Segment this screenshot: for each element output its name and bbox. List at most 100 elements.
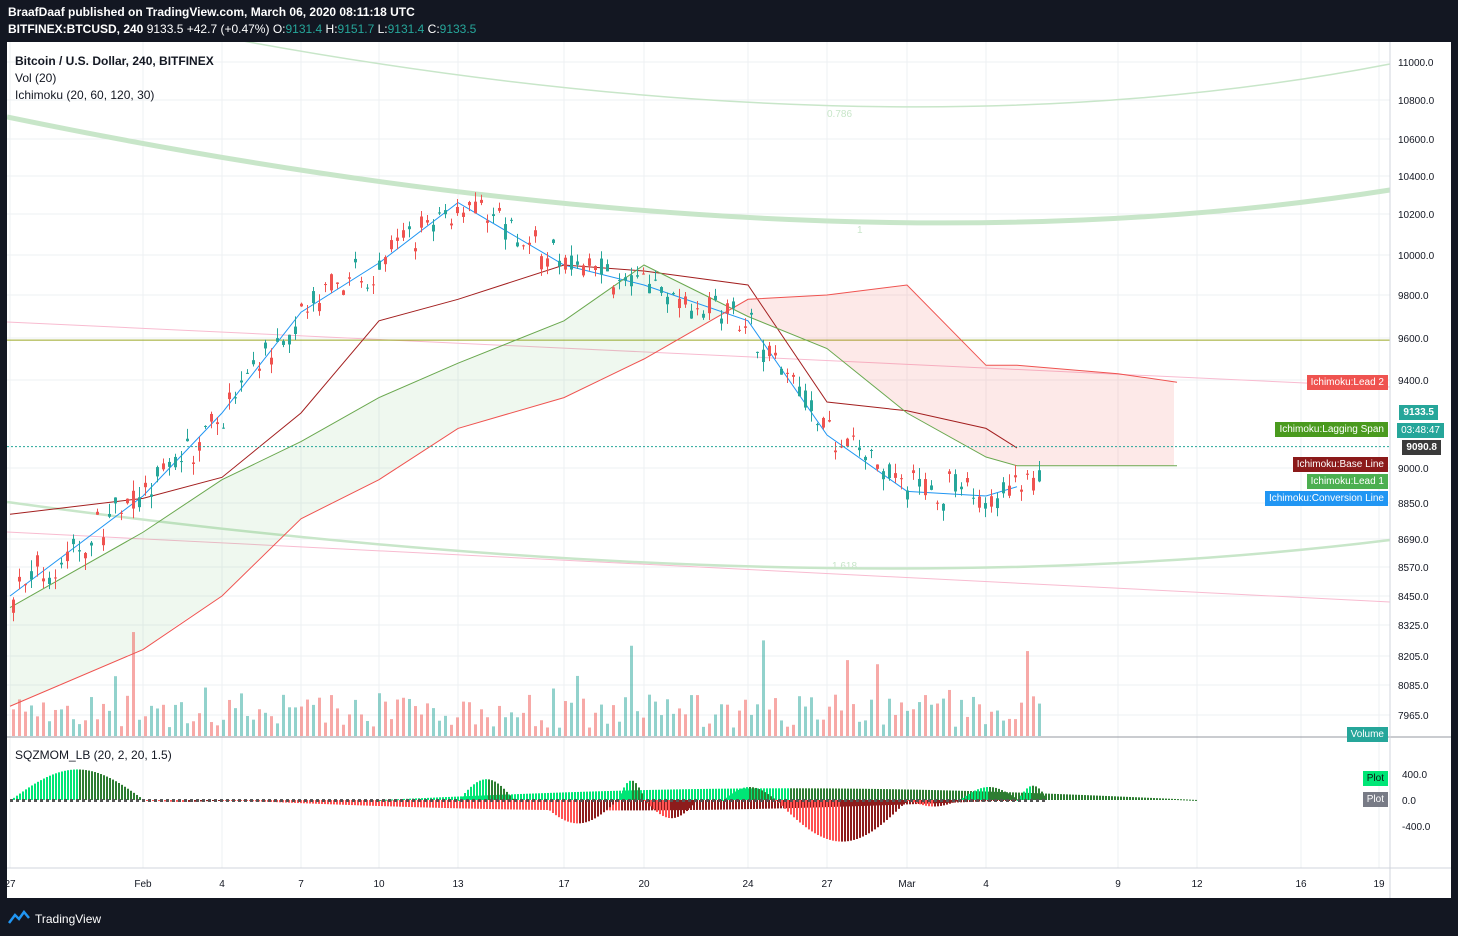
volume-bar [474, 724, 477, 736]
squeeze-dot [736, 799, 739, 802]
tradingview-brand[interactable]: TradingView [8, 909, 101, 927]
osc-bar [862, 800, 864, 837]
squeeze-dot [670, 799, 673, 802]
date-axis-label: 27 [821, 879, 833, 890]
volume-bar [534, 726, 537, 736]
squeeze-dot [268, 799, 271, 802]
squeeze-dot [16, 799, 19, 802]
volume-bar [24, 711, 27, 736]
candle-body [144, 482, 147, 488]
osc-bar [1090, 795, 1092, 800]
osc-bar [85, 770, 87, 800]
osc-bar [444, 800, 446, 808]
osc-bar [486, 800, 488, 809]
osc-bar [430, 797, 432, 800]
candle-body [84, 552, 87, 559]
squeeze-dot [1000, 799, 1003, 802]
squeeze-dot [976, 799, 979, 802]
squeeze-dot [394, 799, 397, 802]
date-axis-label: 13 [452, 879, 464, 890]
osc-bar [136, 794, 138, 800]
osc-bar [1032, 785, 1034, 800]
osc-bar [826, 788, 828, 800]
osc-bar [504, 800, 506, 810]
price-axis-label: 8085.0 [1398, 681, 1429, 692]
candle-body [414, 248, 417, 252]
volume-bar [168, 727, 171, 736]
legend-sqzmom[interactable]: SQZMOM_LB (20, 2, 20, 1.5) [15, 748, 172, 762]
date-axis-label: 20 [638, 879, 650, 890]
squeeze-dot [424, 799, 427, 802]
osc-bar [916, 789, 918, 800]
osc-bar [409, 798, 411, 800]
osc-bar [118, 782, 120, 800]
osc-bar [393, 800, 395, 807]
volume-bar [120, 726, 123, 736]
volume-bar [420, 714, 423, 736]
legend-ichimoku[interactable]: Ichimoku (20, 60, 120, 30) [15, 88, 155, 102]
squeeze-dot [658, 799, 661, 802]
legend-vol[interactable]: Vol (20) [15, 71, 57, 85]
osc-bar [509, 795, 511, 800]
osc-bar [662, 800, 664, 816]
osc-bar [1001, 790, 1003, 800]
osc-bar [1132, 797, 1134, 800]
legend-main[interactable]: Bitcoin / U.S. Dollar, 240, BITFINEX [15, 54, 214, 68]
volume-bar [990, 711, 993, 736]
osc-bar [384, 800, 386, 807]
candle-body [966, 478, 969, 483]
osc-bar [623, 787, 625, 800]
osc-bar [477, 800, 479, 809]
candle-body [384, 257, 387, 265]
osc-bar [883, 789, 885, 800]
osc-bar [784, 788, 786, 800]
price-axis-label: 8450.0 [1398, 592, 1429, 603]
osc-bar [503, 788, 505, 800]
high-value: 9151.7 [337, 22, 375, 36]
chart-svg[interactable]: 0.78611.61811000.010800.010600.010400.01… [4, 0, 1451, 898]
osc-bar [513, 800, 515, 810]
osc-bar [582, 800, 584, 823]
osc-bar [52, 774, 54, 800]
osc-bar [115, 781, 117, 800]
osc-bar [725, 797, 727, 800]
chart-area[interactable]: 0.786 1 1.618 11000.0 10800.0 10600.0 10400.0 1… [4, 0, 1451, 898]
squeeze-dot [526, 799, 529, 802]
osc-bar [595, 791, 597, 800]
osc-bar [636, 800, 638, 811]
squeeze-dot [226, 799, 229, 802]
osc-bar [351, 800, 353, 806]
squeeze-dot [760, 799, 763, 802]
osc-bar [546, 800, 548, 809]
volume-bar [504, 717, 507, 736]
volume-bar [834, 694, 837, 736]
volume-bar [996, 710, 999, 736]
osc-bar [130, 790, 132, 800]
osc-bar [711, 800, 713, 810]
osc-bar [1051, 793, 1053, 800]
candle-body [132, 490, 135, 509]
volume-bar [948, 689, 951, 736]
osc-bar [1186, 799, 1188, 801]
volume-bar [354, 699, 357, 736]
osc-bar [871, 788, 873, 800]
tag-base-line: Ichimoku:Base Line [1292, 457, 1388, 472]
osc-bar [1150, 797, 1152, 800]
osc-bar [366, 800, 368, 806]
squeeze-dot [286, 799, 289, 802]
osc-bar [519, 800, 521, 810]
osc-bar [64, 770, 66, 800]
candle-body [90, 542, 93, 546]
squeeze-dot [166, 799, 169, 802]
squeeze-dot [124, 799, 127, 802]
squeeze-dot [484, 799, 487, 802]
osc-bar [586, 791, 588, 800]
osc-bar [182, 800, 184, 802]
osc-bar [540, 800, 542, 810]
tag-plot-green: Plot [1362, 771, 1388, 786]
candle-body [234, 397, 237, 399]
osc-bar [986, 787, 988, 800]
osc-bar [541, 793, 543, 800]
osc-bar [218, 800, 220, 801]
osc-bar [612, 800, 614, 805]
